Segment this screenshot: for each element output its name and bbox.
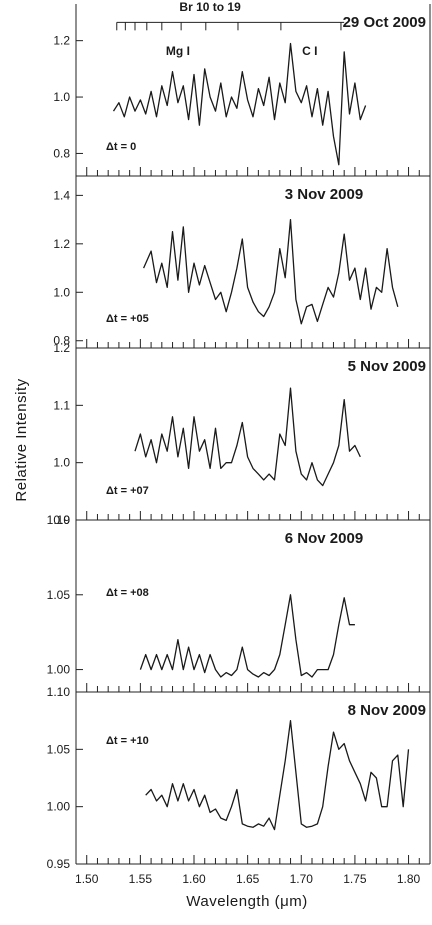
line-label: Mg I — [166, 44, 190, 58]
y-tick-label: 1.2 — [53, 34, 70, 48]
spectrum-panel: 0.8 1.0 1.2 1.4 3 Nov 2009 Δt = +05 — [53, 176, 431, 349]
spectrum-line — [112, 42, 367, 166]
panel-stack: 0.8 1.0 1.2 29 Oct 2009 Δt = 0 Br 10 to 19 Mg … — [47, 0, 431, 886]
delta-t-annotation: Δt = +07 — [106, 485, 149, 497]
panel-title: 29 Oct 2009 — [343, 14, 426, 31]
y-tick-label: 1.0 — [53, 285, 70, 299]
y-tick-label: 1.0 — [53, 456, 70, 470]
x-tick-label: 1.65 — [236, 872, 260, 886]
y-tick-label: 1.00 — [47, 663, 71, 677]
y-tick-label: 0.8 — [53, 146, 70, 160]
y-tick-label: 1.05 — [47, 742, 71, 756]
spectrum-line — [145, 720, 410, 831]
y-tick-label: 1.0 — [53, 90, 70, 104]
panel-title: 5 Nov 2009 — [348, 358, 426, 375]
x-tick-label: 1.80 — [397, 872, 421, 886]
panel-title: 8 Nov 2009 — [348, 702, 426, 719]
line-label: C I — [302, 44, 317, 58]
y-tick-label: 1.00 — [47, 800, 71, 814]
panel-title: 3 Nov 2009 — [285, 186, 363, 203]
y-tick-label: 0.95 — [47, 857, 71, 871]
y-tick-label: 1.4 — [53, 188, 70, 202]
line-label: Br 10 to 19 — [179, 0, 241, 14]
spectrum-panel: 0.9 1.0 1.1 1.2 5 Nov 2009 Δt = +07 — [53, 341, 431, 527]
spectrum-panel: 0.8 1.0 1.2 29 Oct 2009 Δt = 0 Br 10 to 19 Mg … — [53, 0, 431, 177]
y-tick-label: 1.10 — [47, 513, 71, 527]
x-tick-label: 1.55 — [129, 872, 153, 886]
x-tick-label: 1.50 — [75, 872, 99, 886]
y-tick-label: 1.10 — [47, 685, 71, 699]
x-tick-label: 1.75 — [343, 872, 367, 886]
y-tick-label: 0.9 — [53, 513, 70, 527]
y-tick-label: 1.2 — [53, 341, 70, 355]
delta-t-annotation: Δt = +10 — [106, 735, 149, 747]
y-tick-label: 0.8 — [53, 334, 70, 348]
spectrum-line — [134, 387, 361, 487]
spectrum-line — [139, 594, 355, 678]
spectrum-line — [143, 218, 399, 325]
y-tick-label: 1.05 — [47, 588, 71, 602]
y-axis-label: Relative Intensity — [13, 378, 30, 501]
delta-t-annotation: Δt = +08 — [106, 587, 149, 599]
y-tick-label: 1.2 — [53, 237, 70, 251]
delta-t-annotation: Δt = +05 — [106, 313, 149, 325]
x-axis-label: Wavelength (μm) — [186, 893, 307, 910]
y-tick-label: 1.1 — [53, 398, 70, 412]
panel-title: 6 Nov 2009 — [285, 530, 363, 547]
x-tick-label: 1.70 — [290, 872, 314, 886]
spectrum-panel: 1.00 1.05 1.10 6 Nov 2009 Δt = +08 — [47, 513, 431, 693]
spectrum-panel: 0.95 1.00 1.05 1.10 8 Nov 2009 Δt = +10 1.50 1.… — [47, 685, 431, 886]
delta-t-annotation: Δt = 0 — [106, 141, 136, 153]
x-tick-label: 1.60 — [182, 872, 206, 886]
